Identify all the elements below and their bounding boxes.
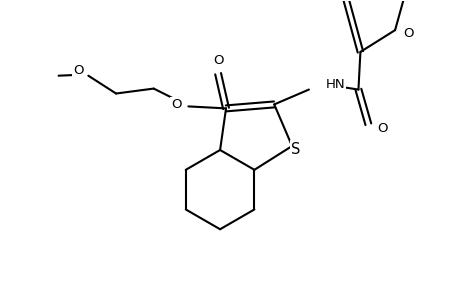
Text: O: O — [403, 27, 413, 40]
Text: O: O — [376, 122, 386, 135]
Text: O: O — [171, 98, 181, 111]
Text: HN: HN — [325, 78, 345, 91]
Text: O: O — [73, 64, 84, 77]
Text: O: O — [213, 54, 223, 67]
Text: S: S — [291, 142, 300, 157]
